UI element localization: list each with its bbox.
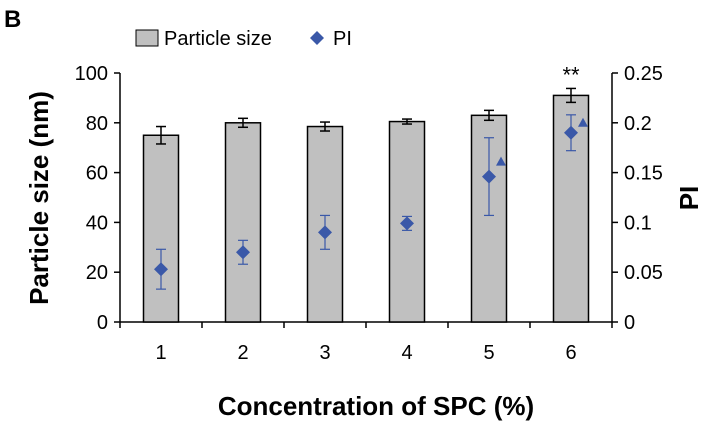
x-tick-label: 4 <box>401 342 412 364</box>
pi-marker <box>154 262 168 277</box>
x-tick-label: 6 <box>565 342 576 364</box>
x-tick-label: 3 <box>319 342 330 364</box>
legend: Particle size PI <box>135 28 352 50</box>
triangle-annotation <box>578 117 588 127</box>
x-tick-label: 1 <box>155 342 166 364</box>
y2-tick-label: 0 <box>624 312 635 334</box>
significance-annotation: ** <box>562 62 580 87</box>
y2-axis-title: PI <box>674 186 704 211</box>
x-tick-label: 2 <box>237 342 248 364</box>
y-tick-label: 40 <box>86 212 108 234</box>
panel-label: B <box>4 6 21 33</box>
pi-marker <box>482 169 496 184</box>
y-tick-label: 80 <box>86 113 108 135</box>
triangle-annotation <box>496 156 506 166</box>
legend-bar-swatch <box>135 29 159 47</box>
y2-tick-label: 0.25 <box>624 63 663 85</box>
bar-particle-size <box>142 134 180 323</box>
plot-area: 0 20 40 60 80 100 0 0.05 0.1 0.15 0.2 0.25 1 2 3 4 5 6 ** <box>75 62 663 364</box>
legend-pi-marker <box>310 31 324 45</box>
pi-marker <box>318 225 332 240</box>
legend-pi-label: PI <box>333 28 352 50</box>
y-tick-label: 0 <box>97 312 108 334</box>
pi-marker <box>236 245 250 260</box>
y2-tick-label: 0.2 <box>624 113 652 135</box>
x-axis-title: Concentration of SPC (%) <box>218 391 534 421</box>
y2-tick-label: 0.1 <box>624 212 652 234</box>
y-tick-label: 20 <box>86 262 108 284</box>
pi-marker <box>564 125 578 140</box>
y-tick-label: 100 <box>75 63 108 85</box>
y2-tick-label: 0.05 <box>624 262 663 284</box>
legend-bar-label: Particle size <box>164 28 272 50</box>
x-tick-label: 5 <box>483 342 494 364</box>
y2-tick-label: 0.15 <box>624 163 663 185</box>
y-tick-label: 60 <box>86 163 108 185</box>
bar-particle-size <box>224 122 262 323</box>
y-axis-title: Particle size (nm) <box>24 91 54 305</box>
pi-marker <box>400 216 414 231</box>
